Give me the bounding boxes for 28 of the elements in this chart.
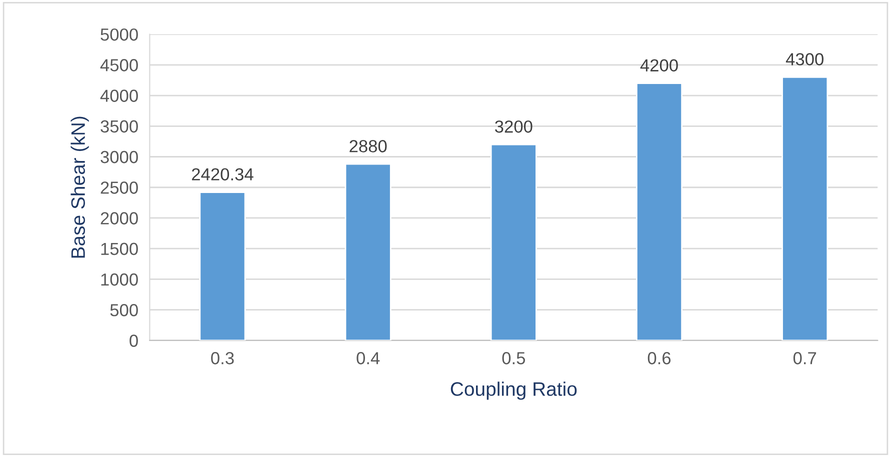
x-tick-label: 0.3 [211,352,234,364]
bar [490,144,537,340]
y-tick-label: 3500 [100,120,138,133]
y-tick-label: 3000 [100,150,138,164]
y-tick-label: 1000 [101,273,138,286]
y-tick-label: 2000 [100,212,138,224]
data-label: 2880 [350,140,387,152]
bar [199,192,246,340]
data-label: 2420.34 [192,168,254,180]
data-label: 4300 [786,53,824,66]
y-tick-label: 500 [110,304,138,316]
x-axis-title: Coupling Ratio [450,382,577,400]
data-label: 3200 [495,120,532,133]
bar [782,76,828,340]
data-label: 4200 [640,59,678,72]
y-tick-label: 2500 [100,182,138,194]
bar [344,163,392,340]
bar [636,82,683,340]
x-tick-label: 0.5 [502,352,525,364]
x-tick-label: 0.4 [356,352,380,364]
x-tick-label: 0.6 [648,352,671,364]
y-tick-label: 5000 [100,28,138,41]
y-tick-label: 4500 [100,59,138,72]
y-tick-label: 4000 [100,90,138,102]
y-tick-label: 1500 [101,242,138,256]
x-tick-label: 0.7 [793,352,816,364]
y-axis-title: Base Shear (kN) [70,116,89,258]
y-tick-label: 0 [130,334,138,347]
